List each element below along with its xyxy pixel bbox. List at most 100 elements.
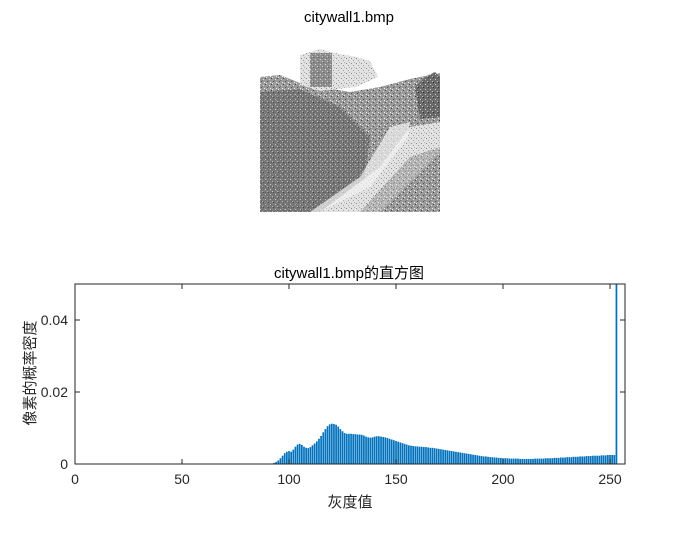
histogram-bar (395, 440, 397, 464)
histogram-bar (457, 452, 459, 464)
histogram-bar (300, 444, 303, 464)
plot-axes (74, 283, 626, 465)
histogram-bar (547, 458, 549, 464)
histogram-bar (527, 458, 530, 464)
histogram-bar (570, 457, 573, 464)
histogram-bar (412, 446, 414, 464)
histogram-bar (529, 458, 532, 464)
histogram-bar (508, 458, 511, 464)
y-tick-label: 0 (60, 456, 68, 472)
histogram-bar (517, 458, 519, 464)
histogram-bar (380, 436, 382, 464)
x-tick-label: 200 (491, 471, 515, 487)
histogram-bar (532, 458, 534, 464)
y-ticks: 0 0.02 0.04 (41, 312, 625, 472)
histogram-bar (405, 444, 408, 464)
histogram-bar (315, 441, 318, 464)
histogram-bar (611, 455, 614, 464)
histogram-bar (491, 457, 494, 464)
histogram-bar (497, 457, 500, 464)
histogram-bar (465, 453, 468, 464)
histogram-bar (452, 451, 455, 464)
histogram-bar (275, 461, 278, 464)
histogram-bar (476, 455, 479, 464)
histogram-bar (470, 454, 472, 464)
histogram-bar (410, 445, 412, 464)
histogram-bar (538, 458, 541, 464)
histogram-bar (564, 457, 566, 464)
histogram-bar (298, 443, 301, 464)
histogram-bar (589, 456, 592, 464)
histogram-bar (290, 451, 292, 464)
histogram-bar (487, 456, 489, 464)
y-axis-label: 像素的概率密度 (21, 320, 39, 425)
histogram-bar (373, 436, 376, 464)
histogram-bar (318, 438, 320, 464)
histogram-bar (403, 443, 406, 464)
histogram-bar (442, 449, 444, 464)
histogram-bar (455, 451, 457, 464)
histogram-bar (416, 446, 419, 464)
histogram-bar (427, 447, 429, 464)
histogram-bar (515, 458, 517, 464)
histogram-bar (360, 434, 363, 464)
x-tick-label: 0 (71, 471, 79, 487)
histogram-bar (596, 455, 599, 464)
x-tick-label: 100 (277, 471, 301, 487)
histogram-bar (343, 433, 346, 464)
histogram-bars (273, 284, 618, 464)
histogram-bar (384, 437, 387, 464)
citywall-image (260, 47, 440, 212)
histogram-bar (512, 458, 515, 464)
histogram-bar (328, 424, 331, 464)
histogram-bar (288, 451, 290, 464)
histogram-bar (583, 456, 586, 464)
histogram-bar (286, 451, 288, 464)
y-tick-label: 0.04 (41, 312, 68, 328)
histogram-bar (365, 436, 367, 464)
histogram-bar (615, 284, 618, 464)
histogram-bar (363, 435, 365, 464)
histogram-bar (431, 447, 434, 464)
histogram-bar (337, 426, 340, 464)
histogram-bar (375, 436, 378, 464)
histogram-bar (333, 424, 335, 464)
histogram-bar (478, 455, 481, 464)
histogram-bar (600, 455, 603, 464)
histogram-bar (461, 452, 464, 464)
histogram-bar (577, 456, 579, 464)
histogram-bar (553, 457, 556, 464)
histogram-bar (559, 457, 562, 464)
histogram-bar (420, 446, 423, 464)
histogram-bar (485, 456, 487, 464)
histogram-bar (345, 433, 348, 464)
histogram-bar (324, 429, 327, 464)
x-axis-label: 灰度值 (327, 493, 372, 511)
histogram-bar (474, 455, 477, 464)
histogram-bar (568, 457, 571, 464)
histogram-bar (572, 456, 575, 464)
histogram-bar (585, 456, 588, 464)
histogram-bar (326, 426, 329, 464)
histogram-bar (408, 445, 410, 464)
histogram-bar (592, 455, 594, 464)
histogram-bar (459, 452, 462, 464)
histogram-bar (296, 444, 299, 464)
histogram-bar (273, 462, 275, 464)
histogram-bar (444, 449, 447, 464)
histogram-bar (551, 458, 554, 464)
histogram-bar (440, 449, 442, 464)
histogram-bar (506, 458, 509, 464)
histogram-bar (566, 457, 569, 464)
histogram-bar (493, 457, 496, 464)
histogram-bar (303, 446, 305, 464)
histogram-bar (352, 434, 355, 464)
histogram-bar (292, 449, 295, 464)
histogram-bar (544, 458, 547, 464)
histogram-bar (382, 437, 385, 464)
histogram-bar (311, 445, 314, 464)
histogram-bar (418, 446, 421, 464)
histogram-bar (369, 437, 372, 464)
histogram-bar (401, 443, 404, 464)
